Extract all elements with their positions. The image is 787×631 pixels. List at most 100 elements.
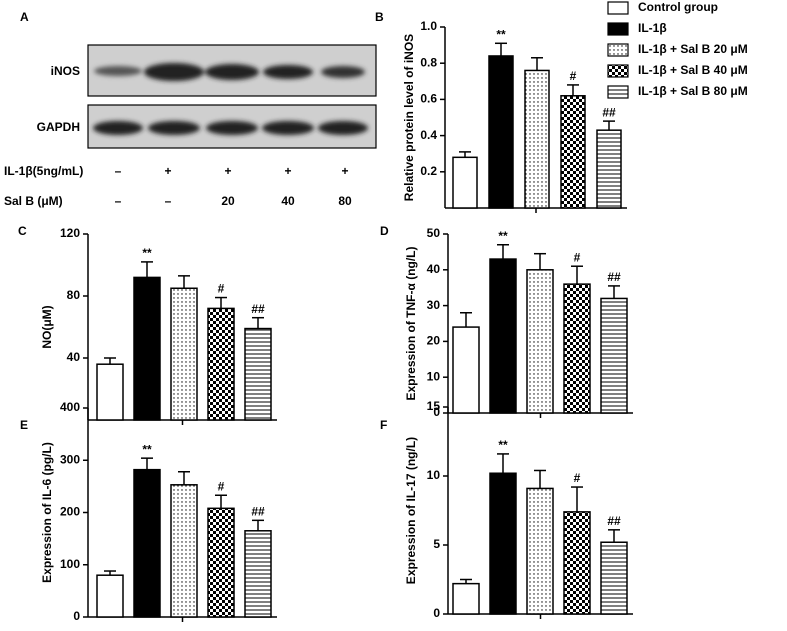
bar: [489, 258, 517, 414]
legend-label: IL-1β: [638, 21, 667, 35]
y-tick-label: 400: [60, 400, 80, 414]
significance-mark: **: [142, 442, 152, 456]
significance-mark: #: [574, 250, 581, 264]
significance-mark: ##: [251, 505, 265, 519]
panel-label: A: [20, 10, 29, 24]
panel-label: D: [380, 224, 389, 238]
y-tick-label: 40: [67, 350, 81, 364]
panel-label: C: [18, 224, 27, 238]
treatment-value: +: [224, 164, 231, 178]
y-tick-label: 120: [60, 226, 80, 240]
y-tick-label: 0: [433, 405, 440, 419]
legend-label: Control group: [638, 0, 718, 14]
y-axis-label: Expression of TNF-α (ng/L): [404, 246, 418, 400]
bar: [452, 582, 480, 615]
bar: [207, 307, 235, 421]
treatment-value: +: [284, 164, 291, 178]
treatment-value: 40: [281, 194, 295, 208]
significance-mark: **: [498, 229, 508, 243]
y-tick-label: 40: [427, 262, 441, 276]
significance-mark: #: [218, 282, 225, 296]
bar: [170, 287, 198, 421]
bar: [524, 69, 550, 209]
significance-mark: #: [570, 69, 577, 83]
y-tick-label: 0: [73, 609, 80, 623]
legend-swatch: [607, 22, 629, 36]
significance-mark: ##: [607, 270, 621, 284]
legend-swatch: [607, 1, 629, 15]
y-tick-label: 0: [433, 606, 440, 620]
y-tick-label: 0.4: [420, 128, 437, 142]
bar: [489, 472, 517, 615]
bar: [133, 468, 161, 618]
bar: [207, 507, 235, 618]
significance-mark: **: [496, 27, 506, 41]
band-label: iNOS: [51, 64, 80, 78]
y-tick-label: 1.0: [420, 19, 437, 33]
panel-label: E: [20, 418, 28, 432]
legend-swatch: [607, 85, 629, 99]
bar: [244, 530, 272, 618]
legend-swatch: [607, 64, 629, 78]
significance-mark: #: [574, 471, 581, 485]
y-axis-label: Expression of IL-6 (pg/L): [40, 442, 54, 583]
bar: [600, 541, 628, 615]
significance-mark: ##: [607, 514, 621, 528]
bar: [133, 276, 161, 421]
bar: [526, 487, 554, 615]
bar: [452, 326, 480, 414]
y-axis-label: NO(μM): [40, 305, 54, 348]
treatment-value: 20: [221, 194, 235, 208]
bar-chart: B Relative protein level of iNOS 0.2 0.4 0.6…: [375, 10, 627, 213]
treatment-value: –: [115, 194, 122, 208]
bar: [563, 283, 591, 414]
treatment-name: IL-1β(5ng/mL): [4, 164, 83, 178]
blot-image: [87, 44, 377, 149]
legend-swatch: [607, 43, 629, 57]
bar: [563, 511, 591, 615]
legend-label: IL-1β + Sal B 20 μM: [638, 42, 748, 56]
panel-label: F: [380, 418, 387, 432]
y-tick-label: 0.6: [420, 92, 437, 106]
treatment-name: Sal B (μM): [4, 194, 63, 208]
y-tick-label: 15: [427, 399, 441, 413]
panel-label: B: [375, 10, 384, 24]
treatment-value: +: [164, 164, 171, 178]
y-axis-label: Relative protein level of iNOS: [402, 34, 416, 201]
bar: [596, 129, 622, 209]
y-tick-label: 10: [427, 369, 441, 383]
bar: [96, 574, 124, 618]
bar: [170, 484, 198, 618]
y-tick-label: 80: [67, 288, 81, 302]
bar: [96, 363, 124, 421]
significance-mark: ##: [251, 302, 265, 316]
legend-label: IL-1β + Sal B 40 μM: [638, 63, 748, 77]
treatment-value: –: [115, 164, 122, 178]
y-tick-label: 300: [60, 452, 80, 466]
legend-label: IL-1β + Sal B 80 μM: [638, 84, 748, 98]
bar: [244, 327, 272, 421]
y-tick-label: 10: [427, 468, 441, 482]
significance-mark: ##: [602, 105, 616, 119]
y-tick-label: 50: [427, 226, 441, 240]
y-tick-label: 0.8: [420, 55, 437, 69]
bar-chart: E Expression of IL-6 (pg/L) 0 100 200 300 400 *…: [20, 400, 277, 623]
bar: [452, 156, 478, 209]
treatment-value: –: [165, 194, 172, 208]
significance-mark: #: [218, 479, 225, 493]
y-tick-label: 5: [433, 537, 440, 551]
y-tick-label: 20: [427, 334, 441, 348]
significance-mark: **: [498, 438, 508, 452]
bar: [526, 269, 554, 414]
y-tick-label: 0.2: [420, 164, 437, 178]
bar: [560, 95, 586, 209]
y-tick-label: 100: [60, 557, 80, 571]
y-axis-label: Expression of IL-17 (ng/L): [404, 437, 418, 584]
treatment-value: 80: [338, 194, 352, 208]
y-tick-label: 30: [427, 298, 441, 312]
y-tick-label: 200: [60, 505, 80, 519]
band-label: GAPDH: [37, 120, 80, 134]
